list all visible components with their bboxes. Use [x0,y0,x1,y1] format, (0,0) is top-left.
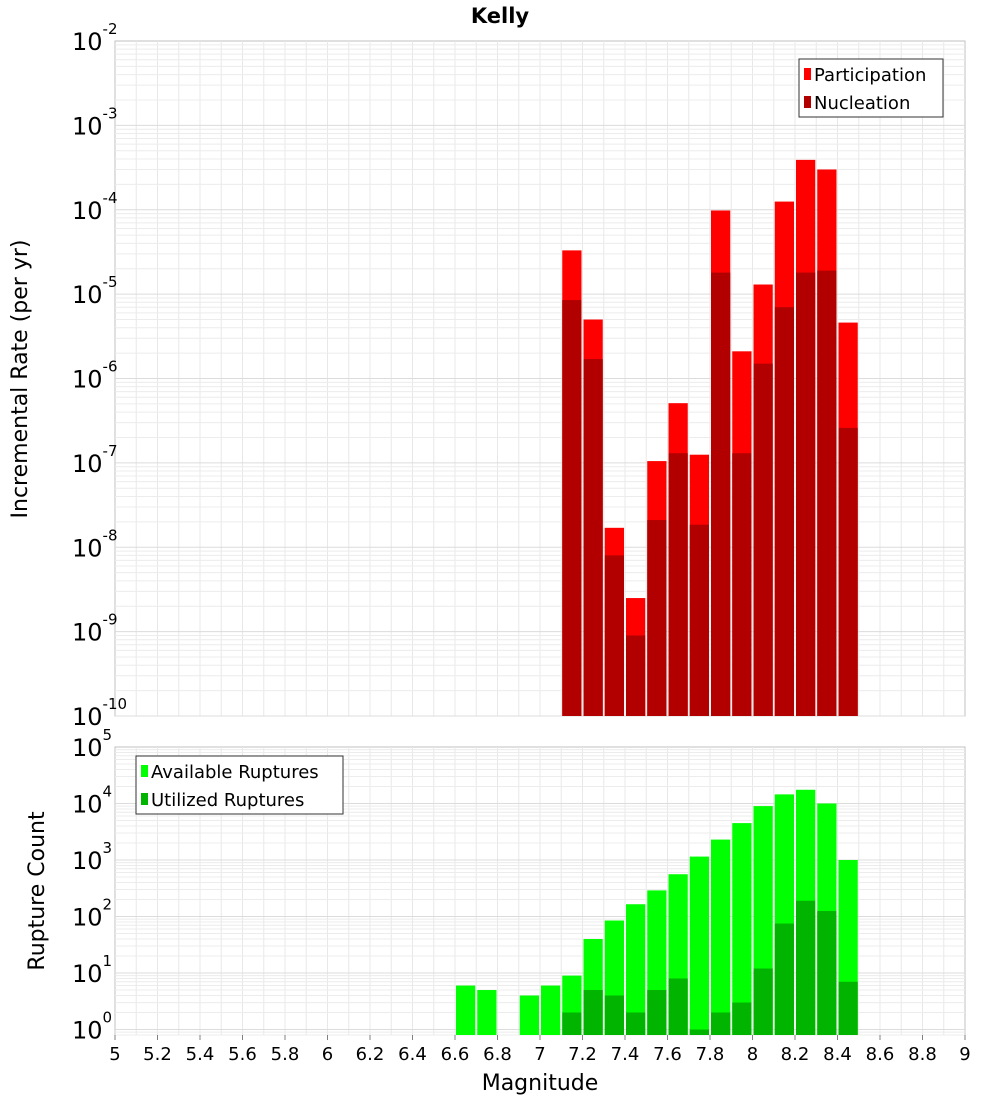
rate-bar-b [817,270,837,716]
rate-bar-b [604,555,624,716]
count-y-tick-label: 104 [72,783,112,819]
x-axis-title: Magnitude [482,1071,599,1096]
count-plot: 100 101 102 103 104 105 5 5.2 5.4 5.6 5.8 6 6.2 6.4 6… [25,726,971,1096]
count-bar-a [519,995,539,1035]
x-tick-label: 8 [747,1044,758,1065]
count-plot-grid [115,747,965,1036]
count-bar-b [817,911,837,1035]
count-bar-b [668,978,688,1035]
count-bar-b [838,981,858,1035]
count-y-tick-label: 105 [72,726,112,762]
x-tick-label: 6.6 [441,1044,470,1065]
rate-bar-b [711,272,731,716]
rate-y-tick-label: 10-2 [72,20,118,56]
count-legend-label: Available Ruptures [151,762,319,783]
x-tick-label: 5.8 [271,1044,300,1065]
x-tick-label: 6.2 [356,1044,385,1065]
x-tick-label: 9 [959,1044,970,1065]
count-legend-box [135,755,344,815]
count-plot-legend: Available Ruptures Utilized Ruptures [135,755,344,815]
rate-y-tick-label: 10-8 [72,526,118,562]
count-legend-swatch [141,793,148,805]
count-plot-bars [456,789,858,1035]
rate-legend-box [798,58,944,118]
count-legend-label: Utilized Ruptures [151,790,304,811]
rate-bar-b [583,359,603,716]
rate-bar-b [774,307,794,716]
rate-plot-y-axis-title: Incremental Rate (per yr) [8,240,33,519]
rate-y-tick-label: 10-5 [72,273,118,309]
rate-y-tick-label: 10-7 [72,442,118,478]
rate-bar-b [753,363,773,716]
count-bar-b [647,990,667,1035]
rate-bar-b [626,635,646,716]
rate-bar-b [562,300,582,716]
count-plot-x-ticks: 5 5.2 5.4 5.6 5.8 6 6.2 6.4 6.6 6.8 7 7.2 7.4 7.6 7.8 8… [109,1035,971,1065]
rate-legend-label: Participation [814,65,926,86]
count-y-tick-label: 101 [72,952,112,988]
count-bar-b [753,968,773,1035]
count-bar-a [689,856,709,1035]
count-y-tick-label: 100 [72,1009,112,1045]
x-tick-label: 7.4 [611,1044,640,1065]
rate-plot-legend: Participation Nucleation [798,58,944,118]
rate-bar-b [689,524,709,716]
x-tick-label: 8.6 [866,1044,895,1065]
rate-y-tick-label: 10-6 [72,358,118,394]
count-bar-a [626,904,646,1035]
x-tick-label: 7.8 [696,1044,725,1065]
count-bar-a [541,985,561,1035]
count-bar-b [583,990,603,1035]
x-tick-label: 5 [109,1044,120,1065]
x-tick-label: 7 [534,1044,545,1065]
x-tick-label: 5.2 [143,1044,172,1065]
count-y-tick-label: 102 [72,896,112,932]
x-tick-label: 6.4 [398,1044,427,1065]
rate-legend-label: Nucleation [814,93,910,114]
count-plot-y-axis-title: Rupture Count [25,811,50,971]
x-tick-label: 6.8 [483,1044,512,1065]
x-tick-label: 8.8 [908,1044,937,1065]
rate-legend-swatch [804,96,811,108]
x-tick-label: 7.6 [653,1044,682,1065]
count-bar-b [689,1029,709,1035]
rate-plot-grid [115,41,965,717]
x-tick-label: 6 [322,1044,333,1065]
x-tick-label: 5.4 [186,1044,215,1065]
rate-y-tick-label: 10-4 [72,189,118,225]
rate-bar-b [647,520,667,716]
count-legend-swatch [141,765,148,777]
rate-plot-bars [562,159,858,717]
x-tick-label: 8.4 [823,1044,852,1065]
count-plot-y-ticks: 100 101 102 103 104 105 [72,726,112,1045]
x-tick-label: 8.2 [781,1044,810,1065]
count-bar-a [732,823,752,1035]
count-bar-b [711,1012,731,1035]
count-bar-b [562,1012,582,1035]
rate-legend-swatch [804,68,811,80]
rate-bar-b [838,427,858,716]
count-bar-b [774,923,794,1035]
count-bar-a [477,990,497,1035]
count-bar-b [732,1002,752,1035]
count-bar-a [711,839,731,1035]
x-tick-label: 7.2 [568,1044,597,1065]
count-bar-b [626,1012,646,1035]
count-bar-a [456,985,476,1035]
rate-y-tick-label: 10-9 [72,611,118,647]
rate-bar-b [796,272,816,716]
count-bar-b [604,995,624,1035]
rate-bar-b [668,453,688,716]
rate-bar-b [732,453,752,716]
rate-y-tick-label: 10-3 [72,104,118,140]
count-y-tick-label: 103 [72,839,112,875]
chart-title: Kelly [471,4,530,28]
x-tick-label: 5.6 [228,1044,257,1065]
count-bar-b [796,900,816,1035]
